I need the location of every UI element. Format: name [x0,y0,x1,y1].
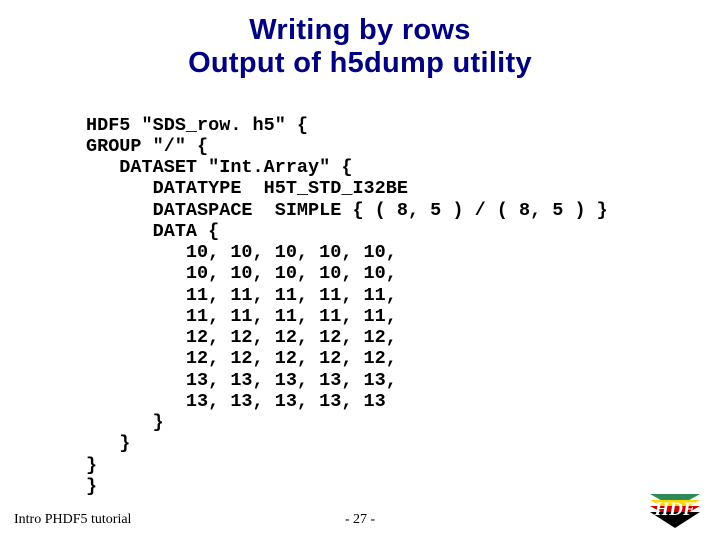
hdf-logo: HDF [646,490,704,530]
footer-page-number: - 27 - [345,512,375,528]
footer-left: Intro PHDF5 tutorial [14,512,131,528]
title-line-2: Output of h5dump utility [0,47,720,80]
title-line-1: Writing by rows [0,14,720,47]
logo-text: HDF [653,499,696,520]
code-block: HDF5 "SDS_row. h5" { GROUP "/" { DATASET… [86,115,608,498]
slide-title: Writing by rows Output of h5dump utility [0,0,720,81]
